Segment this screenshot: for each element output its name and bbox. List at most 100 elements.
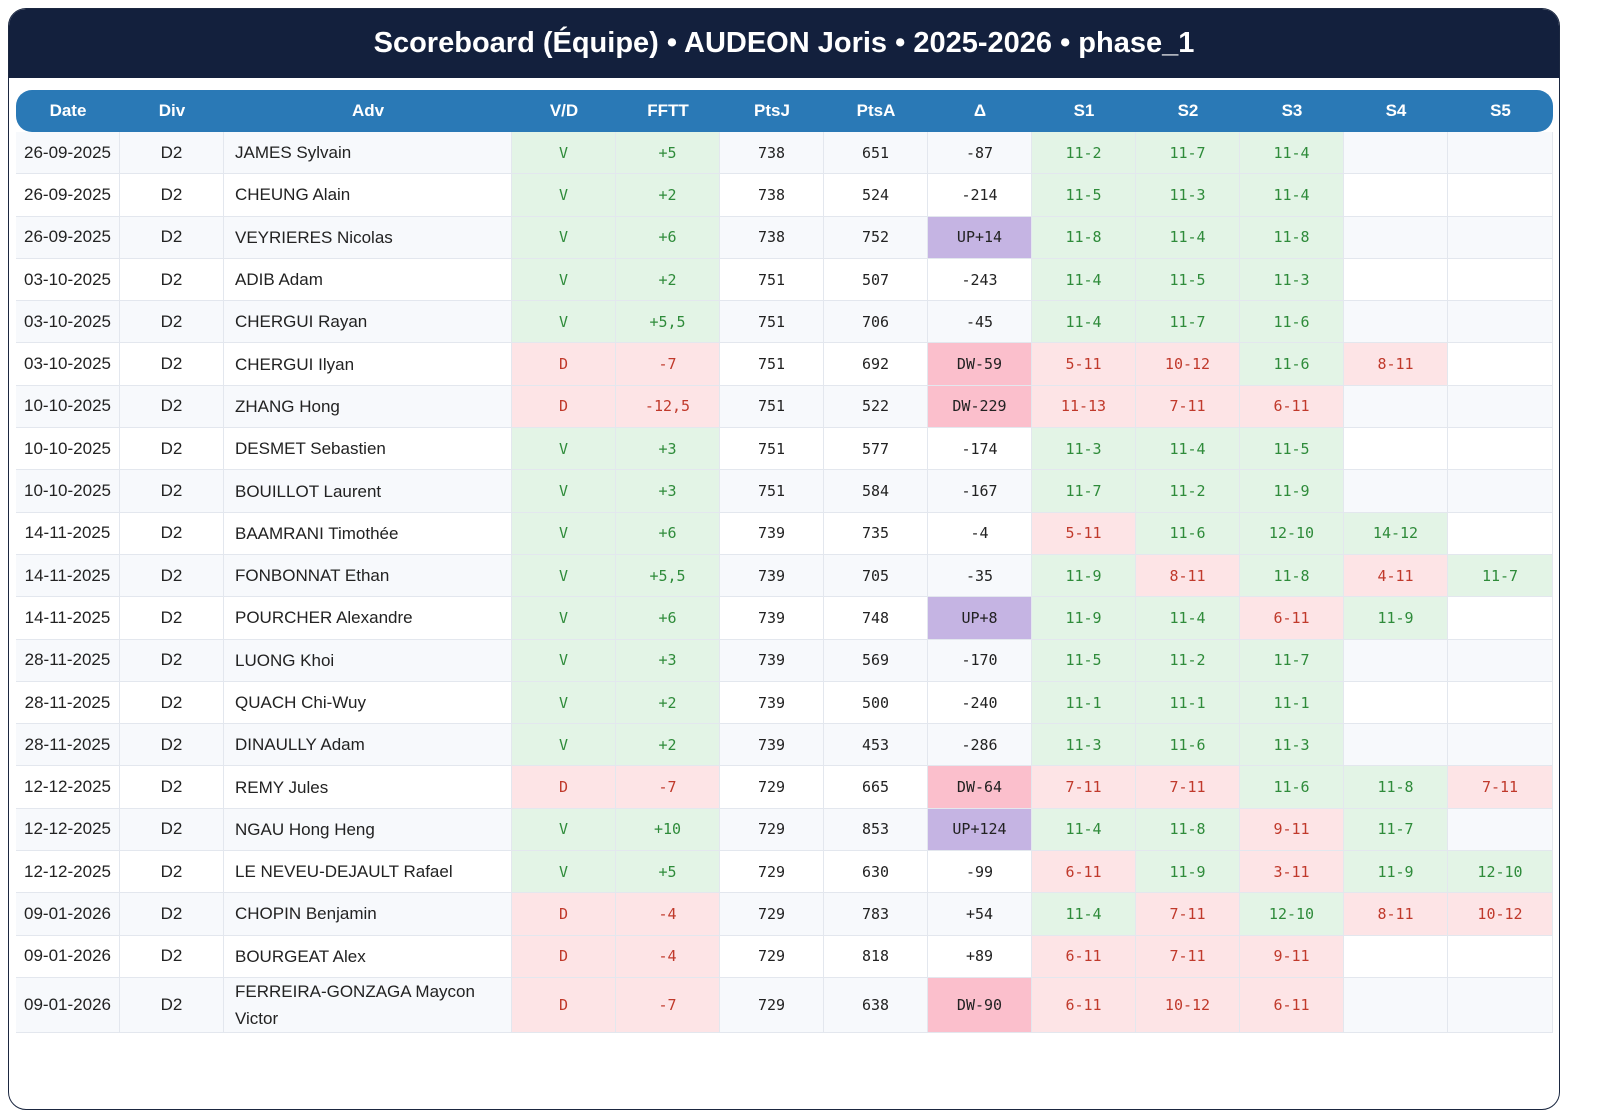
opponent: CHERGUI Rayan — [224, 301, 512, 344]
set-score: 12-10 — [1240, 893, 1344, 936]
empty-cell — [1448, 301, 1553, 344]
player-points: 751 — [720, 470, 824, 513]
division: D2 — [120, 893, 224, 936]
set-score: 11-2 — [1136, 470, 1240, 513]
table-body: 26-09-2025 D2 JAMES Sylvain V +5 738 651 -87 11-… — [16, 132, 1553, 1033]
opponent-points: 692 — [824, 343, 928, 386]
fftt-points: +3 — [616, 470, 720, 513]
column-header: S2 — [1177, 101, 1199, 120]
column-header: PtsJ — [754, 101, 790, 120]
division: D2 — [120, 977, 224, 1033]
opponent-points: 577 — [824, 428, 928, 471]
empty-cell — [1344, 681, 1448, 725]
set-score: 11-8 — [1240, 554, 1344, 598]
empty-cell — [1448, 343, 1553, 386]
set-score: 11-3 — [1136, 174, 1240, 217]
scoreboard-card: Scoreboard (Équipe) • AUDEON Joris • 202… — [8, 8, 1560, 1110]
row: 12-12-2025 D2 NGAU Hong Heng V +10 729 853 UP+1… — [16, 808, 1553, 852]
set-score: 9-11 — [1240, 935, 1344, 978]
page: Scoreboard (Équipe) • AUDEON Joris • 202… — [8, 8, 1560, 1110]
set-score: 11-3 — [1032, 428, 1136, 471]
date: 14-11-2025 — [16, 512, 120, 555]
set-score: 11-9 — [1136, 851, 1240, 894]
header-row: Date Div Adv V/D FFTT PtsJ PtsA Δ S1 S2 S3 S4 S5 — [16, 90, 1553, 132]
player-points: 729 — [720, 808, 824, 852]
empty-cell — [1344, 301, 1448, 344]
date: 09-01-2026 — [16, 977, 120, 1033]
row: 28-11-2025 D2 DINAULLY Adam V +2 739 453 -286 11… — [16, 724, 1553, 767]
column-header: V/D — [549, 101, 579, 120]
fftt-points: +2 — [616, 174, 720, 217]
empty-cell — [1448, 512, 1553, 555]
opponent-points: 706 — [824, 301, 928, 344]
opponent: CHERGUI Ilyan — [224, 343, 512, 386]
result: V — [512, 301, 616, 344]
division: D2 — [120, 258, 224, 302]
delta: -174 — [928, 428, 1032, 471]
division: D2 — [120, 216, 224, 259]
set-score: 7-11 — [1136, 893, 1240, 936]
player-points: 729 — [720, 977, 824, 1033]
title: Scoreboard (Équipe) • AUDEON Joris • 202… — [9, 9, 1559, 78]
fftt-points: +3 — [616, 428, 720, 471]
set-score: 6-11 — [1240, 385, 1344, 429]
date: 09-01-2026 — [16, 893, 120, 936]
result: D — [512, 977, 616, 1033]
table: Date Div Adv V/D FFTT PtsJ PtsA Δ S1 S2 S3 S4 S5 26-… — [16, 90, 1553, 1033]
column-header: Adv — [351, 101, 385, 120]
set-score: 11-4 — [1136, 597, 1240, 640]
opponent: CHEUNG Alain — [224, 174, 512, 217]
player-points: 729 — [720, 851, 824, 894]
empty-cell — [1448, 216, 1553, 259]
opponent-points: 735 — [824, 512, 928, 555]
empty-cell — [1344, 428, 1448, 471]
set-score: 12-10 — [1448, 851, 1553, 894]
delta: +54 — [928, 893, 1032, 936]
player-points: 738 — [720, 216, 824, 259]
fftt-points: +10 — [616, 808, 720, 852]
opponent: NGAU Hong Heng — [224, 808, 512, 852]
empty-cell — [1344, 132, 1448, 175]
set-score: 10-12 — [1136, 977, 1240, 1033]
set-score: 11-6 — [1240, 301, 1344, 344]
player-points: 751 — [720, 301, 824, 344]
set-score: 11-8 — [1032, 216, 1136, 259]
empty-cell — [1344, 724, 1448, 767]
empty-cell — [1448, 935, 1553, 978]
set-score: 8-11 — [1136, 554, 1240, 598]
row: 03-10-2025 D2 CHERGUI Rayan V +5,5 751 706 -45 1… — [16, 301, 1553, 344]
fftt-points: +3 — [616, 639, 720, 682]
fftt-points: +6 — [616, 512, 720, 555]
set-score: 8-11 — [1344, 893, 1448, 936]
set-score: 11-5 — [1240, 428, 1344, 471]
row: 26-09-2025 D2 JAMES Sylvain V +5 738 651 -87 11-… — [16, 132, 1553, 175]
delta: DW-64 — [928, 766, 1032, 809]
delta: DW-59 — [928, 343, 1032, 386]
set-score: 5-11 — [1032, 512, 1136, 555]
set-score: 11-5 — [1032, 174, 1136, 217]
delta: -243 — [928, 258, 1032, 302]
row: 14-11-2025 D2 BAAMRANI Timothée V +6 739 735 -4… — [16, 512, 1553, 555]
set-score: 6-11 — [1240, 597, 1344, 640]
date: 12-12-2025 — [16, 766, 120, 809]
opponent: VEYRIERES Nicolas — [224, 216, 512, 259]
date: 12-12-2025 — [16, 851, 120, 894]
result: V — [512, 174, 616, 217]
set-score: 10-12 — [1136, 343, 1240, 386]
opponent-points: 630 — [824, 851, 928, 894]
delta: +89 — [928, 935, 1032, 978]
player-points: 739 — [720, 681, 824, 725]
fftt-points: -4 — [616, 935, 720, 978]
set-score: 11-6 — [1240, 343, 1344, 386]
opponent: LE NEVEU-DEJAULT Rafael — [224, 851, 512, 894]
player-points: 751 — [720, 343, 824, 386]
opponent-points: 500 — [824, 681, 928, 725]
result: V — [512, 428, 616, 471]
set-score: 6-11 — [1032, 935, 1136, 978]
delta: -170 — [928, 639, 1032, 682]
result: D — [512, 343, 616, 386]
result: V — [512, 470, 616, 513]
opponent: JAMES Sylvain — [224, 132, 512, 175]
empty-cell — [1344, 174, 1448, 217]
row: 26-09-2025 D2 VEYRIERES Nicolas V +6 738 752 UP… — [16, 216, 1553, 259]
